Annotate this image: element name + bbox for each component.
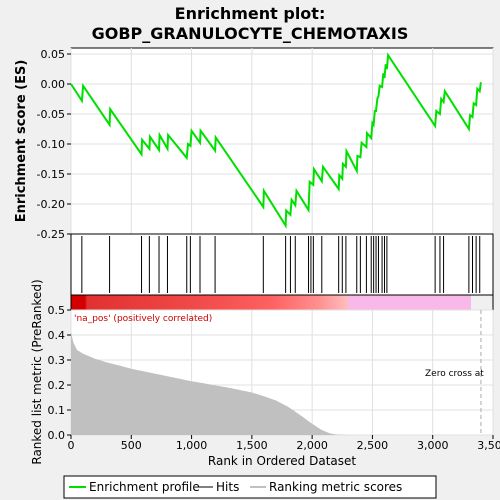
- rank-panel: 0.0 0.1 0.2 0.3 0.4 0.5 0 500 1,000 1,500 2,000 2,…: [30, 279, 500, 468]
- es-ytick-label: -0.05: [37, 108, 65, 121]
- ranking-color-band: [70, 294, 494, 311]
- color-band-strip: [71, 295, 471, 310]
- rank-ytick-label: 0.2: [48, 379, 66, 392]
- legend: Enrichment profile Hits Ranking metric s…: [63, 475, 437, 499]
- rank-xtick-label: 0: [68, 439, 75, 452]
- rank-xtick-label: 1,500: [236, 439, 268, 452]
- es-yticks: 0.05 0.00 -0.05 -0.10 -0.15 -0.20 -0.25: [37, 48, 71, 241]
- rank-ytick-label: 0.1: [48, 404, 66, 417]
- es-ylabel: Enrichment score (ES): [14, 60, 29, 223]
- es-plot-area: [70, 47, 494, 235]
- rank-yticks: 0.0 0.1 0.2 0.3 0.4 0.5: [48, 304, 71, 442]
- rank-xtick-label: 2,000: [296, 439, 328, 452]
- es-grid: [70, 48, 494, 235]
- es-ytick-label: -0.20: [37, 198, 65, 211]
- legend-label-hits: Hits: [216, 480, 239, 494]
- chart-title-line2: GOBP_GRANULOCYTE_CHEMOTAXIS: [92, 24, 409, 43]
- rank-xlabel: Rank in Ordered Dataset: [208, 454, 356, 468]
- legend-label-enrichment: Enrichment profile: [89, 480, 200, 494]
- rank-xtick-label: 1,000: [176, 439, 208, 452]
- es-ytick-label: -0.25: [37, 228, 65, 241]
- hits-plot-area: [70, 233, 494, 296]
- es-panel: 0.05 0.00 -0.05 -0.10 -0.15 -0.20 -0.25 Enrich…: [14, 47, 494, 241]
- hit-lines: [81, 236, 481, 293]
- rank-ytick-label: 0.0: [48, 429, 66, 442]
- ranking-metric-area: [71, 332, 481, 435]
- rank-xtick-label: 500: [121, 439, 142, 452]
- rank-ytick-label: 0.3: [48, 354, 66, 367]
- positive-correlation-label: 'na_pos' (positively correlated): [74, 314, 212, 324]
- rank-xticks: 0 500 1,000 1,500 2,000 2,500 3,000 3,500: [68, 435, 500, 452]
- rank-xtick-label: 2,500: [357, 439, 389, 452]
- es-ytick-label: 0.05: [41, 48, 66, 61]
- rank-ylabel: Ranked list metric (PreRanked): [30, 279, 44, 464]
- rank-ytick-label: 0.5: [48, 304, 66, 317]
- chart-title-line1: Enrichment plot:: [175, 4, 326, 23]
- rank-xtick-label: 3,000: [417, 439, 449, 452]
- enrichment-profile-line: [70, 52, 482, 229]
- hits-panel: [70, 233, 494, 296]
- rank-xtick-label: 3,500: [477, 439, 500, 452]
- es-ytick-label: -0.10: [37, 138, 65, 151]
- es-ytick-label: -0.15: [37, 168, 65, 181]
- legend-label-ranking: Ranking metric scores: [269, 480, 402, 494]
- zero-cross-label: Zero cross at: [425, 369, 484, 379]
- rank-ytick-label: 0.4: [48, 329, 66, 342]
- es-ytick-label: 0.00: [41, 78, 66, 91]
